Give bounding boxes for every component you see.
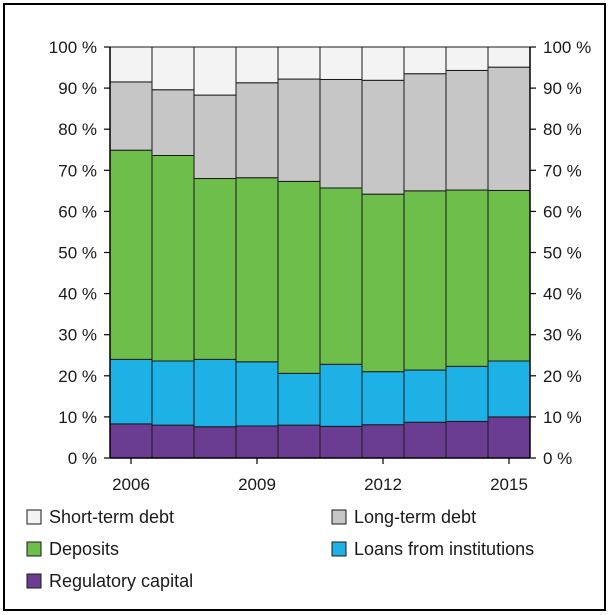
bar-2006-deposits bbox=[109, 149, 153, 360]
legend-label: Regulatory capital bbox=[49, 571, 193, 591]
right-tick-label: 60 % bbox=[543, 202, 582, 221]
bar-2008-long-term-debt bbox=[193, 94, 237, 180]
right-tick-label: 70 % bbox=[543, 161, 582, 180]
bar-2006-long-term-debt bbox=[109, 81, 153, 151]
right-tick-label: 100 % bbox=[543, 38, 591, 57]
bar-2007-regulatory-capital bbox=[151, 424, 195, 459]
bar-2011-deposits bbox=[319, 187, 363, 365]
x-tick-label: 2009 bbox=[238, 475, 276, 494]
bar-2014-long-term-debt bbox=[445, 69, 489, 191]
bar-2010-deposits bbox=[277, 180, 321, 374]
bar-2012-deposits bbox=[361, 193, 405, 373]
left-y-axis-ticks: 0 % 10 % 20 % 30 % 40 % 50 % 60 % 70 % 80 % 90 % 1… bbox=[49, 38, 110, 468]
bar-2013-regulatory-capital bbox=[403, 421, 447, 459]
left-tick-label: 30 % bbox=[58, 326, 97, 345]
right-tick-label: 50 % bbox=[543, 244, 582, 263]
bar-2012-short-term-debt bbox=[361, 46, 405, 81]
left-tick-label: 60 % bbox=[58, 202, 97, 221]
bar-2009-deposits bbox=[235, 177, 279, 363]
bar-2010-regulatory-capital bbox=[277, 424, 321, 459]
bar-2011-loans-from-institutions bbox=[319, 363, 363, 427]
left-tick-label: 90 % bbox=[58, 79, 97, 98]
bar-2014-regulatory-capital bbox=[445, 420, 489, 459]
bar-2014-deposits bbox=[445, 189, 489, 367]
bar-2015-short-term-debt bbox=[487, 46, 531, 68]
legend-label: Long-term debt bbox=[354, 507, 476, 527]
bar-2007-long-term-debt bbox=[151, 89, 195, 156]
legend-swatch bbox=[26, 573, 42, 589]
bar-2006-loans-from-institutions bbox=[109, 358, 153, 425]
left-tick-label: 10 % bbox=[58, 408, 97, 427]
right-tick-label: 80 % bbox=[543, 120, 582, 139]
bar-2006-regulatory-capital bbox=[109, 423, 153, 459]
bar-2012-regulatory-capital bbox=[361, 424, 405, 459]
left-tick-label: 50 % bbox=[58, 244, 97, 263]
x-tick-label: 2015 bbox=[490, 475, 528, 494]
left-tick-label: 70 % bbox=[58, 161, 97, 180]
x-tick-label: 2012 bbox=[364, 475, 402, 494]
legend-swatch bbox=[26, 541, 42, 557]
bar-2010-short-term-debt bbox=[277, 46, 321, 80]
bar-2007-loans-from-institutions bbox=[151, 360, 195, 426]
bar-2015-regulatory-capital bbox=[487, 416, 531, 459]
legend-item-regulatory-capital: Regulatory capital bbox=[26, 571, 193, 591]
bar-2012-long-term-debt bbox=[361, 79, 405, 195]
legend-label: Short-term debt bbox=[49, 507, 174, 527]
right-tick-label: 20 % bbox=[543, 367, 582, 386]
x-tick-label: 2006 bbox=[112, 475, 150, 494]
legend-label: Loans from institutions bbox=[354, 539, 534, 559]
bar-2009-regulatory-capital bbox=[235, 425, 279, 459]
bar-2008-loans-from-institutions bbox=[193, 358, 237, 428]
legend-item-long-term-debt: Long-term debt bbox=[331, 507, 476, 527]
right-y-axis-ticks: 0 % 10 % 20 % 30 % 40 % 50 % 60 % 70 % 80 % 90 % 1… bbox=[530, 38, 591, 468]
legend-item-short-term-debt: Short-term debt bbox=[26, 507, 174, 527]
bar-2013-long-term-debt bbox=[403, 73, 447, 192]
bars-group bbox=[109, 46, 531, 459]
bar-2009-loans-from-institutions bbox=[235, 361, 279, 427]
left-tick-label: 20 % bbox=[58, 367, 97, 386]
bar-2008-regulatory-capital bbox=[193, 426, 237, 459]
bar-2008-deposits bbox=[193, 178, 237, 360]
legend-item-loans-from-institutions: Loans from institutions bbox=[331, 539, 534, 559]
bar-2015-deposits bbox=[487, 189, 531, 362]
bar-2007-deposits bbox=[151, 155, 195, 362]
bar-2015-loans-from-institutions bbox=[487, 360, 531, 418]
bar-2014-loans-from-institutions bbox=[445, 365, 489, 422]
bar-2011-long-term-debt bbox=[319, 78, 363, 189]
legend: Short-term debt Long-term debt Deposits Loa… bbox=[26, 507, 534, 591]
left-tick-label: 100 % bbox=[49, 38, 97, 57]
legend-swatch bbox=[331, 509, 347, 525]
bar-2013-loans-from-institutions bbox=[403, 369, 447, 423]
bar-2008-short-term-debt bbox=[193, 46, 237, 96]
bar-2013-deposits bbox=[403, 190, 447, 371]
bar-2013-short-term-debt bbox=[403, 46, 447, 75]
right-tick-label: 0 % bbox=[543, 449, 572, 468]
right-tick-label: 90 % bbox=[543, 79, 582, 98]
legend-swatch bbox=[26, 509, 42, 525]
x-axis-ticks: 2006 2009 2012 2015 bbox=[112, 458, 528, 494]
bar-2007-short-term-debt bbox=[151, 46, 195, 91]
bar-2010-loans-from-institutions bbox=[277, 372, 321, 426]
bar-2014-short-term-debt bbox=[445, 46, 489, 71]
bar-2010-long-term-debt bbox=[277, 78, 321, 182]
bar-2011-short-term-debt bbox=[319, 46, 363, 80]
left-tick-label: 0 % bbox=[68, 449, 97, 468]
bar-2006-short-term-debt bbox=[109, 46, 153, 83]
legend-swatch bbox=[331, 541, 347, 557]
bar-2015-long-term-debt bbox=[487, 66, 531, 191]
bar-2009-long-term-debt bbox=[235, 82, 279, 179]
right-tick-label: 40 % bbox=[543, 285, 582, 304]
left-tick-label: 40 % bbox=[58, 285, 97, 304]
bar-2011-regulatory-capital bbox=[319, 425, 363, 459]
bar-2012-loans-from-institutions bbox=[361, 371, 405, 426]
legend-label: Deposits bbox=[49, 539, 119, 559]
left-tick-label: 80 % bbox=[58, 120, 97, 139]
right-tick-label: 30 % bbox=[543, 326, 582, 345]
bar-2009-short-term-debt bbox=[235, 46, 279, 84]
legend-item-deposits: Deposits bbox=[26, 539, 119, 559]
right-tick-label: 10 % bbox=[543, 408, 582, 427]
